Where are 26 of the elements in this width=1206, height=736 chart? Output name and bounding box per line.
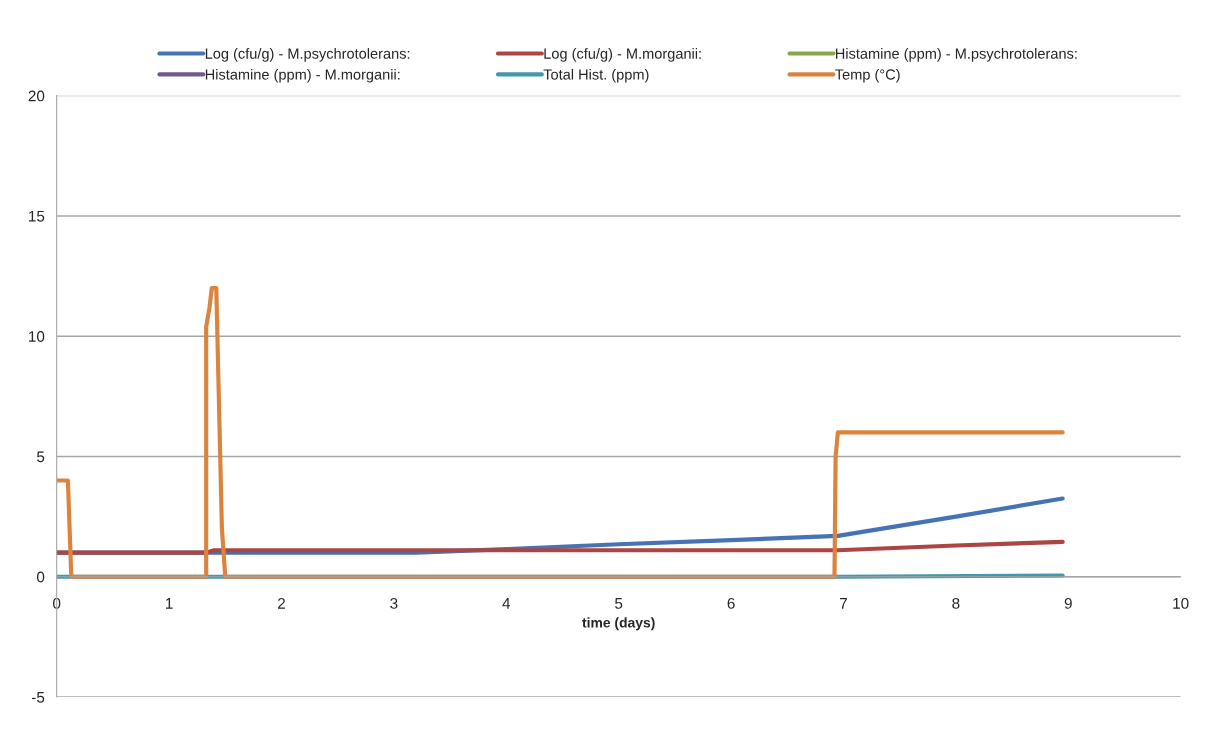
- x-tick-label: 6: [727, 597, 735, 609]
- legend-label: Histamine (ppm) - M.morganii:: [205, 68, 400, 83]
- x-axis-title: time (days): [582, 617, 655, 631]
- y-tick-label: 10: [29, 331, 45, 342]
- legend-label: Log (cfu/g) - M.psychrotolerans:: [205, 48, 410, 62]
- y-tick-label: 20: [28, 90, 45, 102]
- x-tick-label: 7: [840, 598, 847, 609]
- line-series: [56, 286, 1065, 579]
- x-tick-label: 4: [502, 598, 511, 609]
- y-tick-label: 0: [36, 571, 45, 583]
- legend-label: Total Hist. (ppm): [543, 68, 649, 83]
- x-tick-label: 3: [390, 597, 398, 609]
- y-tick-label: 5: [36, 451, 45, 463]
- legend-label: Histamine (ppm) - M.psychrotolerans:: [835, 48, 1077, 62]
- x-tick-label: 5: [615, 598, 623, 609]
- x-tick-label: 8: [952, 597, 960, 609]
- y-tick-label: -5: [31, 692, 45, 703]
- x-tick-label: 1: [166, 598, 173, 609]
- x-tick-label: 9: [1064, 597, 1072, 609]
- x-tick-label: 10: [1173, 597, 1189, 609]
- legend-label: Temp (°C): [835, 68, 900, 83]
- x-tick-label: 0: [53, 597, 61, 609]
- y-tick-label: 15: [29, 210, 45, 222]
- legend-label: Log (cfu/g) - M.morganii:: [544, 48, 701, 62]
- x-tick-label: 2: [278, 597, 285, 609]
- line-series: [56, 539, 1065, 555]
